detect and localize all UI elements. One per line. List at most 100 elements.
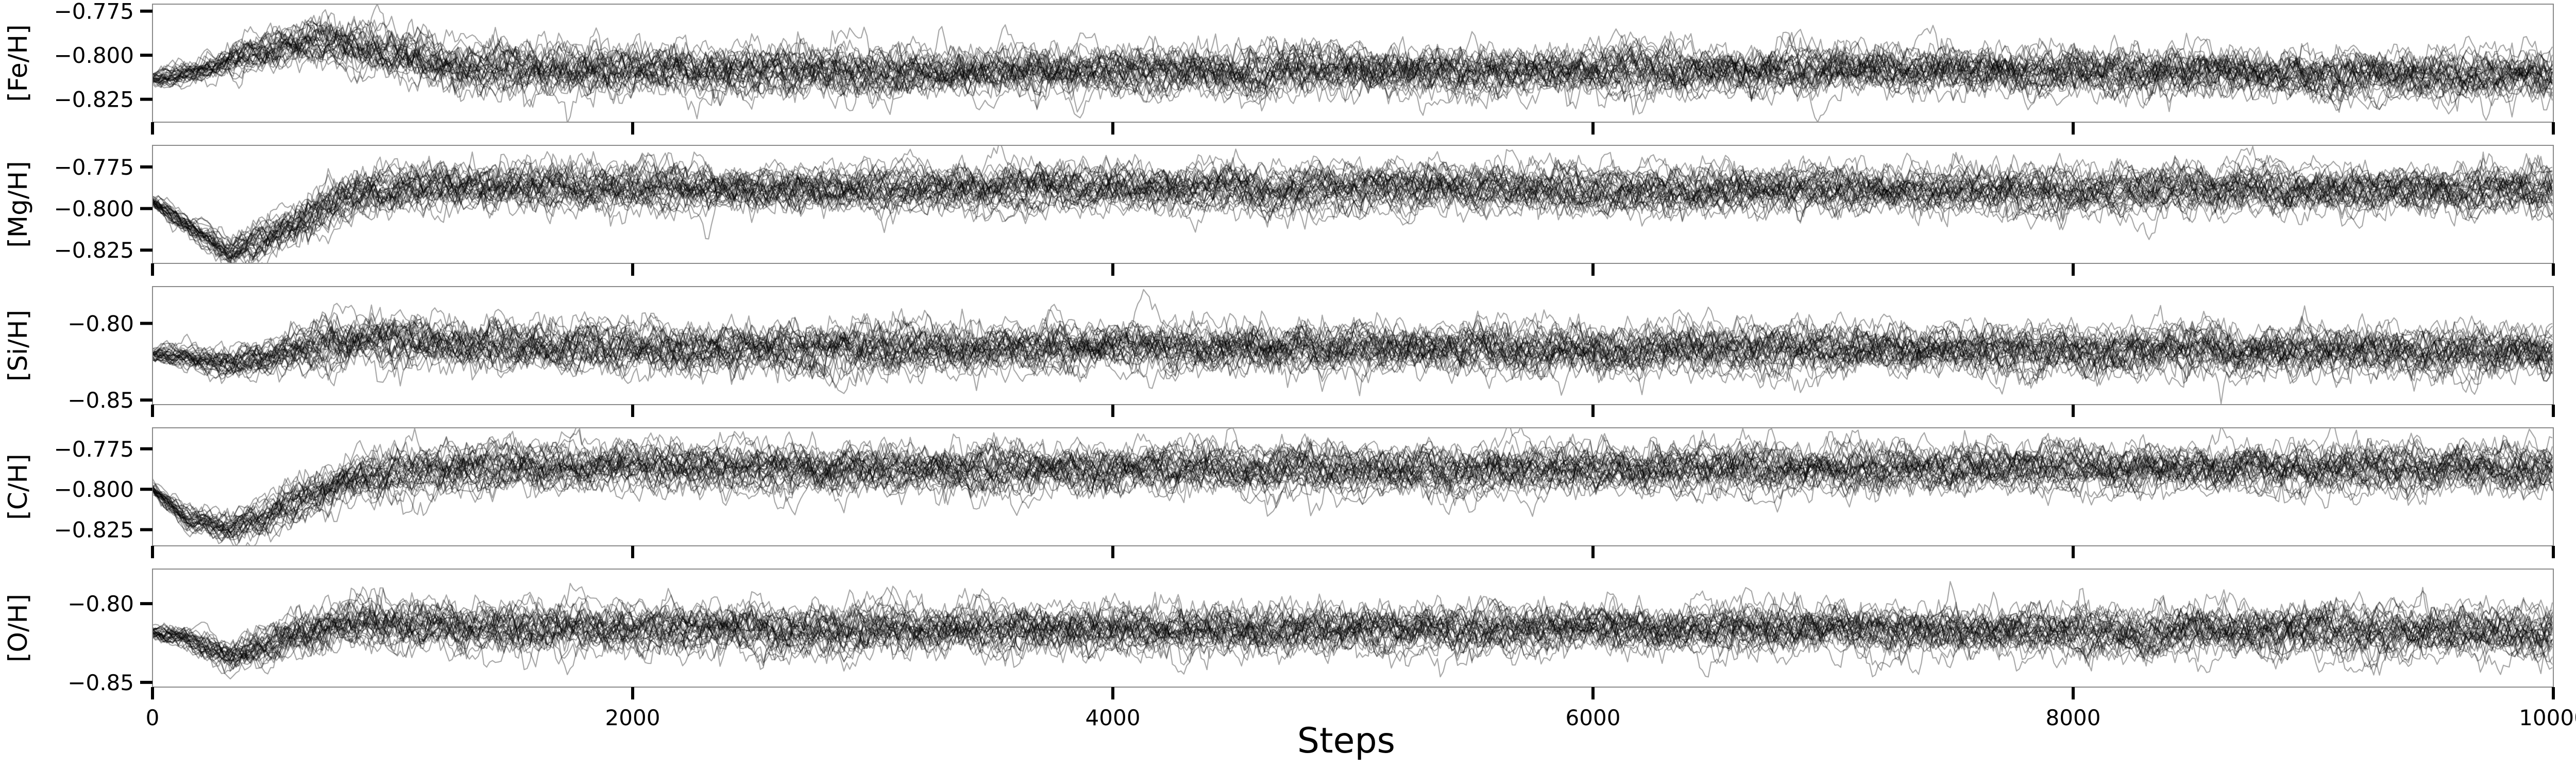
- walker-trace: [152, 452, 2553, 536]
- walker-trace: [152, 155, 2553, 258]
- y-tick-label: −0.825: [54, 87, 134, 112]
- walker-trace: [152, 163, 2553, 263]
- walker-trace: [152, 588, 2553, 657]
- walker-trace: [152, 439, 2553, 539]
- walker-trace: [152, 36, 2553, 110]
- walker-trace: [152, 433, 2553, 544]
- walker-trace: [152, 153, 2553, 258]
- walker-trace: [152, 314, 2553, 380]
- walker-trace: [152, 594, 2553, 670]
- walker-trace: [152, 24, 2553, 110]
- walker-trace: [152, 591, 2553, 667]
- walker-trace: [152, 24, 2553, 106]
- walker-trace: [152, 428, 2553, 537]
- panel-frame: [152, 145, 2554, 264]
- y-tick-label: −0.85: [67, 670, 134, 695]
- walker-trace: [152, 22, 2553, 106]
- walker-trace: [152, 316, 2553, 382]
- panel-frame: [152, 4, 2554, 123]
- y-tick-label: −0.775: [54, 437, 134, 462]
- walker-trace: [152, 155, 2553, 262]
- walker-trace: [152, 313, 2553, 386]
- walker-trace: [152, 437, 2553, 531]
- walker-trace: [152, 321, 2553, 383]
- walker-trace: [152, 155, 2553, 253]
- walker-trace: [152, 158, 2553, 263]
- y-tick-label: −0.80: [67, 311, 134, 336]
- walker-trace: [152, 149, 2553, 261]
- y-axis-label: [Si/H]: [3, 310, 33, 381]
- walker-trace: [152, 436, 2553, 532]
- walker-trace: [152, 434, 2553, 537]
- walker-trace: [152, 429, 2553, 534]
- walker-trace: [152, 598, 2553, 661]
- y-axis-label: [C/H]: [3, 454, 33, 520]
- walker-trace: [152, 24, 2553, 105]
- walker-trace: [152, 437, 2553, 534]
- walker-trace: [152, 303, 2553, 383]
- walker-trace: [152, 159, 2553, 263]
- walker-trace: [152, 21, 2553, 114]
- walker-trace: [152, 24, 2553, 107]
- walker-trace: [152, 148, 2553, 256]
- walker-trace: [152, 598, 2553, 673]
- walker-trace: [152, 318, 2553, 382]
- walker-trace: [152, 594, 2553, 667]
- walker-trace: [152, 308, 2553, 377]
- walker-trace: [152, 310, 2553, 382]
- walker-trace: [152, 155, 2553, 263]
- panel-2: −0.80 −0.85 [Si/H]: [3, 286, 2555, 417]
- walker-trace: [152, 312, 2553, 395]
- y-tick-label: −0.85: [67, 388, 134, 413]
- walker-trace: [152, 23, 2553, 107]
- walker-trace: [152, 151, 2553, 257]
- walker-trace: [152, 440, 2553, 546]
- walker-trace: [152, 428, 2553, 537]
- walker-trace: [152, 438, 2553, 536]
- panel-frame: [152, 569, 2554, 688]
- y-tick-label: −0.825: [54, 238, 134, 263]
- walker-trace: [152, 165, 2553, 263]
- walker-trace: [152, 313, 2553, 396]
- y-tick-label: −0.800: [54, 477, 134, 502]
- y-axis-label: [Fe/H]: [3, 24, 33, 102]
- walker-trace: [152, 602, 2553, 667]
- x-tick-label: 0: [146, 705, 160, 730]
- walker-trace: [152, 154, 2553, 263]
- walker-trace: [152, 318, 2553, 385]
- panel-0: −0.775 −0.800 −0.825 [Fe/H]: [3, 0, 2555, 135]
- y-tick-label: −0.80: [67, 591, 134, 616]
- walker-trace: [152, 596, 2553, 675]
- walker-trace: [152, 595, 2553, 664]
- walker-trace: [152, 326, 2553, 394]
- walker-trace: [152, 151, 2553, 263]
- walker-trace: [152, 433, 2553, 535]
- walker-trace: [152, 304, 2553, 376]
- walker-trace: [152, 321, 2553, 396]
- walker-trace: [152, 321, 2553, 395]
- walker-trace: [152, 15, 2553, 99]
- y-tick-label: −0.825: [54, 517, 134, 543]
- walker-trace: [152, 34, 2553, 112]
- walker-trace: [152, 604, 2553, 674]
- walker-trace: [152, 443, 2553, 542]
- walker-trace: [152, 160, 2553, 256]
- walker-trace: [152, 30, 2553, 105]
- walker-trace: [152, 581, 2553, 660]
- walker-trace: [152, 428, 2553, 526]
- walker-trace: [152, 591, 2553, 665]
- walker-trace: [152, 433, 2553, 530]
- walker-trace: [152, 152, 2553, 247]
- y-tick-label: −0.775: [54, 155, 134, 180]
- y-axis-label: [O/H]: [3, 594, 33, 662]
- walker-trace: [152, 23, 2553, 109]
- walker-trace: [152, 592, 2553, 665]
- walker-trace: [152, 152, 2553, 247]
- walker-trace: [152, 152, 2553, 259]
- walker-trace: [152, 15, 2553, 119]
- walker-trace: [152, 587, 2553, 663]
- walker-trace: [152, 432, 2553, 535]
- x-tick-label: 6000: [1566, 705, 1621, 730]
- walker-trace: [152, 152, 2553, 259]
- walker-trace: [152, 594, 2553, 670]
